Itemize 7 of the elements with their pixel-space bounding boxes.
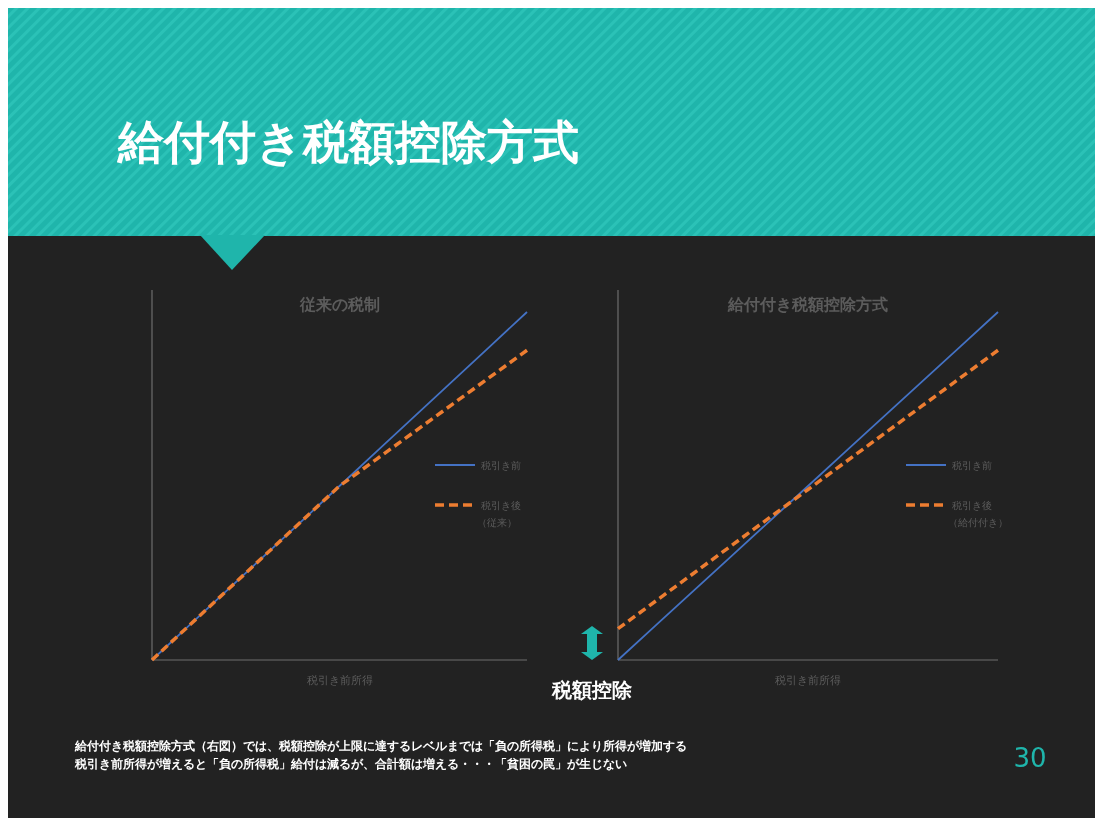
text: 税額控除 [551, 678, 633, 702]
text: 税引き前所得が増えると「負の所得税」給付は減るが、合計額は増える・・・「貧困の罠」が生じない [74, 757, 627, 771]
chart-title: 給付付き税額控除方式 [727, 295, 888, 314]
text: 30 [1013, 743, 1047, 773]
text: 給付付き税額控除方式 [116, 115, 579, 169]
chart-title: 従来の税制 [298, 295, 380, 314]
text: 給付付き税額控除方式（右図）では、税額控除が上限に達するレベルまでは「負の所得税」により所得が増加する [74, 739, 687, 753]
